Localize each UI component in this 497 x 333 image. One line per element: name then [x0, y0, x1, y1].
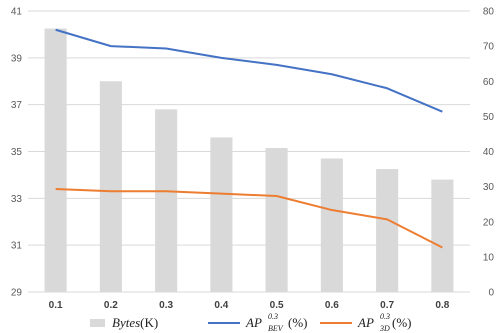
- line-ap-bev: [55, 28, 443, 113]
- line-ap-3d: [55, 187, 443, 249]
- right-tick-label: 0: [488, 288, 494, 299]
- legend-sub-3d: 3D: [379, 324, 390, 333]
- x-tick-label: 0.8: [435, 300, 449, 311]
- x-axis-ticks: 0.1 0.2 0.3 0.4 0.5 0.6 0.7 0.8: [49, 300, 450, 311]
- x-tick-label: 0.3: [159, 300, 173, 311]
- right-tick-label: 30: [483, 182, 495, 193]
- legend-label-bytes: Bytes(K): [112, 315, 158, 330]
- bar-bytes: [210, 137, 233, 292]
- left-tick-label: 39: [11, 53, 23, 64]
- right-tick-label: 20: [483, 217, 495, 228]
- right-tick-label: 60: [483, 77, 495, 88]
- left-tick-label: 37: [11, 100, 23, 111]
- legend-tail-3d: (%): [392, 315, 412, 330]
- bar-bytes: [265, 147, 288, 292]
- left-tick-label: 31: [11, 241, 23, 252]
- legend-sub-bev: BEV: [268, 324, 284, 333]
- gridlines: [28, 10, 470, 293]
- bar-bytes: [376, 169, 399, 292]
- x-tick-label: 0.4: [214, 300, 228, 311]
- legend-tail-bev: (%): [288, 315, 308, 330]
- left-tick-label: 33: [11, 194, 23, 205]
- x-tick-label: 0.1: [49, 300, 63, 311]
- legend-sup-3d: 0.3: [380, 312, 390, 321]
- bar-bytes: [155, 109, 178, 292]
- legend-item-bev: AP 0.3 BEV (%): [208, 312, 308, 333]
- legend-swatch-bytes: [90, 319, 105, 327]
- x-tick-label: 0.6: [325, 300, 339, 311]
- legend: Bytes(K) AP 0.3 BEV (%) AP 0.3 3D (%): [90, 312, 412, 333]
- legend-item-3d: AP 0.3 3D (%): [320, 312, 412, 333]
- legend-label-3d: AP: [357, 315, 374, 330]
- right-tick-label: 10: [483, 252, 495, 263]
- bar-bytes: [431, 179, 454, 292]
- left-tick-label: 29: [11, 288, 23, 299]
- legend-item-bytes: Bytes(K): [90, 315, 158, 330]
- bar-series: [44, 28, 454, 292]
- left-axis-ticks: 29 31 33 35 37 39 41: [11, 7, 23, 299]
- bar-bytes: [44, 28, 67, 292]
- x-tick-label: 0.5: [270, 300, 284, 311]
- x-tick-label: 0.7: [380, 300, 394, 311]
- legend-label-bev: AP: [245, 315, 262, 330]
- right-tick-label: 40: [483, 147, 495, 158]
- right-tick-label: 80: [483, 7, 495, 18]
- left-tick-label: 41: [11, 7, 23, 18]
- right-tick-label: 50: [483, 112, 495, 123]
- left-tick-label: 35: [11, 147, 23, 158]
- line-series: [55, 28, 443, 249]
- right-tick-label: 70: [483, 42, 495, 53]
- legend-sup-bev: 0.3: [268, 312, 278, 321]
- bar-bytes: [99, 81, 122, 292]
- right-axis-ticks: 0 10 20 30 40 50 60 70 80: [483, 7, 495, 299]
- x-tick-label: 0.2: [104, 300, 118, 311]
- bar-bytes: [320, 158, 343, 292]
